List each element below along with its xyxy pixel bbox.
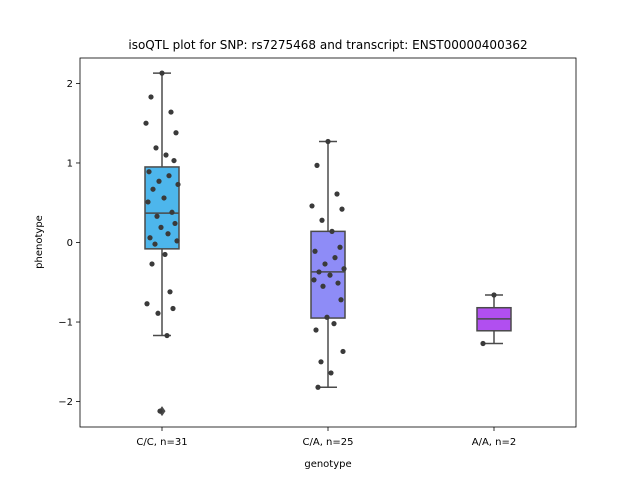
data-point [319,217,325,223]
data-point [166,173,172,179]
data-point [320,283,326,289]
data-point [144,301,150,307]
x-axis-label: genotype [304,459,351,470]
data-point [146,169,152,175]
data-point [322,261,328,267]
x-tick-label: C/C, n=31 [136,437,187,448]
data-point [171,157,177,164]
data-point [329,228,335,234]
data-point [332,255,338,261]
data-point [155,310,161,316]
data-point [174,238,180,244]
data-point [314,162,320,168]
data-point [309,203,315,209]
data-point [168,109,174,115]
y-tick-label: 0 [67,238,73,249]
data-point [318,359,324,365]
data-point [334,191,340,197]
x-tick-label: C/A, n=25 [303,437,354,448]
data-point [164,332,170,339]
data-point [156,178,162,184]
data-point [169,209,175,215]
data-point [148,94,154,100]
data-point [328,370,334,376]
data-point [161,195,167,201]
chart-title: isoQTL plot for SNP: rs7275468 and trans… [128,38,527,52]
data-point [331,321,337,327]
data-point [311,277,317,283]
data-point [337,244,343,250]
data-point [480,340,486,347]
data-point [143,120,149,126]
y-tick-label: 1 [67,158,73,169]
y-axis: −2 −1 0 1 2 [58,79,80,408]
data-point [145,199,151,205]
data-point [340,348,346,355]
data-point [335,280,341,286]
box-group [476,292,512,347]
data-point [313,327,319,333]
y-axis-label: phenotype [34,215,45,269]
data-point [172,220,178,227]
data-point [167,289,173,295]
plot-area [143,70,512,417]
data-point [157,408,163,414]
data-point [162,251,168,258]
x-tick-label: A/A, n=2 [472,437,517,448]
data-point [338,297,344,303]
box-group [309,138,347,390]
x-axis: C/C, n=31 C/A, n=25 A/A, n=2 [136,427,516,448]
data-point [175,181,181,188]
data-point [173,130,179,136]
data-point [149,261,155,267]
data-point [341,266,347,272]
data-point [324,314,330,320]
data-point [158,224,164,230]
data-point [325,138,331,145]
data-point [153,145,159,151]
data-point [316,269,322,275]
data-point [147,235,153,241]
data-point [327,272,333,278]
data-point [339,206,345,212]
data-point [170,305,176,312]
data-point [159,70,165,76]
data-point [150,186,156,192]
y-tick-label: −2 [58,397,73,408]
y-tick-label: −1 [58,318,73,329]
y-tick-label: 2 [67,79,73,90]
data-point [491,292,497,298]
data-point [312,248,318,254]
box [144,166,180,250]
data-point [165,231,171,237]
data-point [152,241,158,247]
data-point [163,152,169,158]
data-point [315,384,321,390]
data-point [154,213,160,219]
box-group [143,70,181,417]
